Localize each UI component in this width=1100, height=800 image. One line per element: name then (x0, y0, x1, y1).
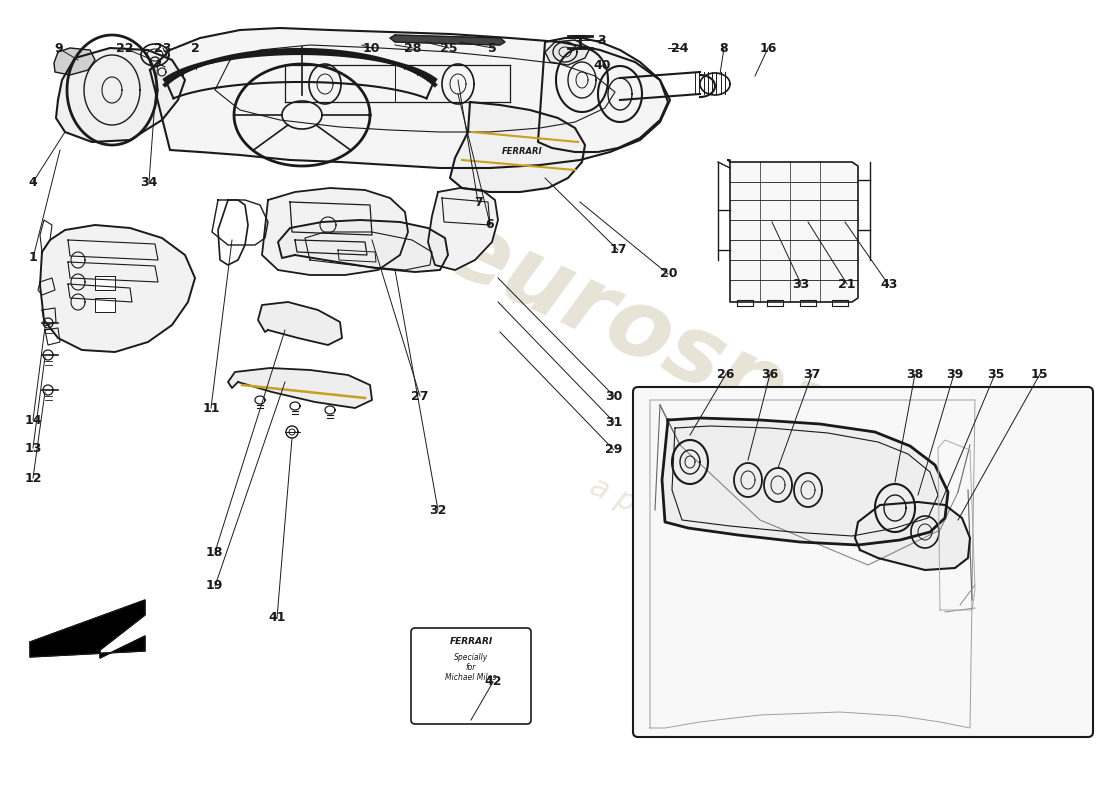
Polygon shape (30, 600, 145, 658)
Text: 16: 16 (759, 42, 777, 54)
Text: eurospares: eurospares (430, 202, 1010, 538)
Text: 18: 18 (206, 546, 223, 558)
Polygon shape (728, 160, 858, 302)
Text: 7: 7 (474, 196, 483, 209)
FancyBboxPatch shape (632, 387, 1093, 737)
Text: 34: 34 (140, 176, 157, 189)
Text: 15: 15 (1031, 368, 1048, 381)
Text: 6: 6 (485, 218, 494, 230)
Text: 28: 28 (404, 42, 421, 54)
Polygon shape (390, 35, 505, 45)
Polygon shape (95, 276, 116, 290)
Text: 24: 24 (671, 42, 689, 54)
Text: 2: 2 (191, 42, 200, 54)
Polygon shape (228, 368, 372, 408)
Polygon shape (855, 502, 970, 570)
Polygon shape (538, 38, 668, 152)
Polygon shape (278, 220, 448, 272)
Polygon shape (40, 225, 195, 352)
Text: 38: 38 (906, 368, 924, 381)
Text: 20: 20 (660, 267, 678, 280)
Polygon shape (662, 418, 948, 545)
Text: since 1985: since 1985 (629, 392, 891, 548)
Text: 31: 31 (605, 416, 623, 429)
Text: 9: 9 (54, 42, 63, 54)
Text: 36: 36 (761, 368, 779, 381)
Text: 41: 41 (268, 611, 286, 624)
Text: for: for (465, 663, 476, 672)
Text: 14: 14 (24, 414, 42, 426)
Text: 21: 21 (838, 278, 856, 290)
Text: 19: 19 (206, 579, 223, 592)
Text: 12: 12 (24, 472, 42, 485)
Text: FERRARI: FERRARI (502, 147, 542, 157)
Text: 42: 42 (484, 675, 502, 688)
Polygon shape (95, 298, 116, 312)
Text: 22: 22 (116, 42, 133, 54)
Text: 17: 17 (609, 243, 627, 256)
Text: 29: 29 (605, 443, 623, 456)
Text: 5: 5 (488, 42, 497, 54)
Text: 10: 10 (363, 42, 381, 54)
Polygon shape (544, 40, 590, 65)
Text: 32: 32 (429, 504, 447, 517)
Text: 39: 39 (946, 368, 964, 381)
Text: 13: 13 (24, 442, 42, 454)
Text: 4: 4 (29, 176, 37, 189)
Text: FERRARI: FERRARI (450, 637, 493, 646)
Text: 23: 23 (154, 42, 172, 54)
Text: 25: 25 (440, 42, 458, 54)
Text: 43: 43 (880, 278, 898, 290)
Text: 40: 40 (593, 59, 611, 72)
Text: 11: 11 (202, 402, 220, 414)
Text: 3: 3 (597, 34, 606, 46)
Polygon shape (428, 188, 498, 270)
Text: 35: 35 (987, 368, 1004, 381)
Polygon shape (262, 188, 408, 275)
Polygon shape (56, 48, 185, 142)
Text: 1: 1 (29, 251, 37, 264)
Text: Michael Miles: Michael Miles (446, 673, 497, 682)
Text: 37: 37 (803, 368, 821, 381)
Polygon shape (54, 48, 95, 75)
Polygon shape (150, 28, 670, 168)
FancyBboxPatch shape (411, 628, 531, 724)
Text: a passion for parts: a passion for parts (585, 472, 855, 618)
Text: 8: 8 (719, 42, 728, 54)
Text: Specially: Specially (454, 653, 488, 662)
Text: 26: 26 (717, 368, 735, 381)
Text: 30: 30 (605, 390, 623, 402)
Polygon shape (295, 240, 367, 255)
Polygon shape (258, 302, 342, 345)
Text: 27: 27 (411, 390, 429, 402)
Polygon shape (450, 102, 585, 192)
Text: 33: 33 (792, 278, 810, 290)
